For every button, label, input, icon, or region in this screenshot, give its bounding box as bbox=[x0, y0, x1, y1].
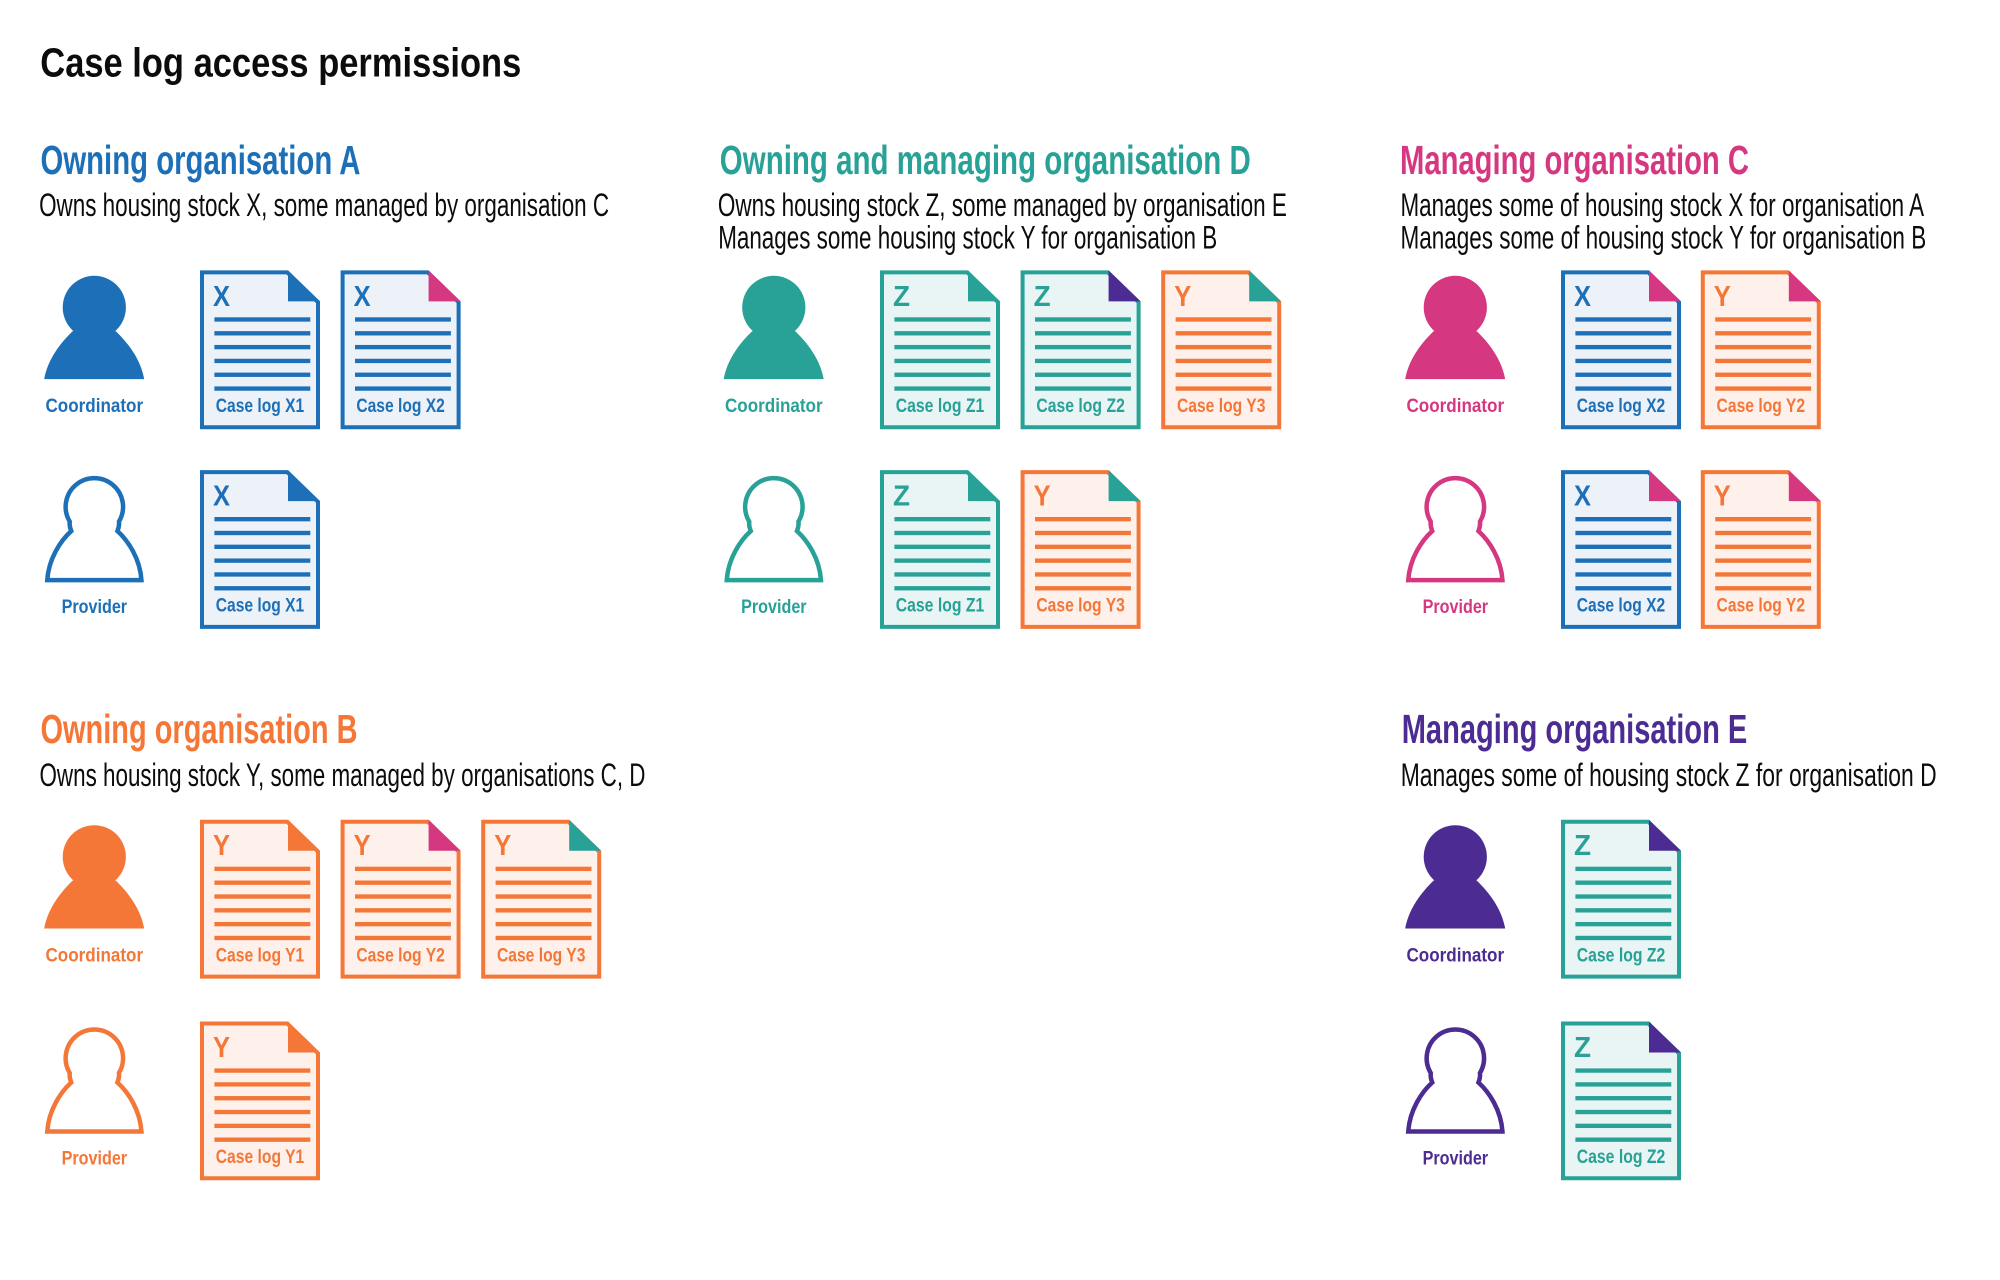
svg-text:Y: Y bbox=[1174, 281, 1191, 313]
svg-text:Case log X1: Case log X1 bbox=[216, 396, 305, 417]
svg-text:Case log X2: Case log X2 bbox=[1577, 396, 1666, 417]
svg-text:Provider: Provider bbox=[62, 1148, 128, 1169]
svg-text:Case log Z2: Case log Z2 bbox=[1577, 1147, 1666, 1168]
svg-text:Case log Y2: Case log Y2 bbox=[1717, 596, 1806, 617]
svg-text:Case log X2: Case log X2 bbox=[356, 396, 445, 417]
svg-text:Y: Y bbox=[354, 830, 371, 862]
svg-text:Case log Y1: Case log Y1 bbox=[216, 945, 305, 966]
svg-text:Case log Y3: Case log Y3 bbox=[497, 945, 586, 966]
svg-text:Case log Y1: Case log Y1 bbox=[216, 1147, 305, 1168]
svg-text:Owns housing stock X, some man: Owns housing stock X, some managed by or… bbox=[39, 187, 609, 223]
svg-text:Coordinator: Coordinator bbox=[46, 945, 144, 966]
svg-text:Coordinator: Coordinator bbox=[1407, 945, 1505, 966]
svg-text:Z: Z bbox=[893, 481, 910, 513]
svg-text:Provider: Provider bbox=[1423, 1148, 1489, 1169]
svg-text:Coordinator: Coordinator bbox=[46, 396, 144, 417]
svg-text:Coordinator: Coordinator bbox=[725, 396, 823, 417]
svg-text:Case log X1: Case log X1 bbox=[216, 596, 305, 617]
svg-text:Provider: Provider bbox=[741, 597, 807, 618]
svg-text:Z: Z bbox=[1574, 1032, 1591, 1064]
svg-text:Manages some of housing stock: Manages some of housing stock Y for orga… bbox=[1401, 219, 1927, 255]
svg-text:X: X bbox=[1574, 281, 1592, 313]
svg-text:Case log Z2: Case log Z2 bbox=[1036, 396, 1125, 417]
svg-text:Managing organisation E: Managing organisation E bbox=[1402, 706, 1748, 752]
svg-text:Z: Z bbox=[893, 281, 910, 313]
svg-text:Case log Z1: Case log Z1 bbox=[896, 596, 985, 617]
svg-text:Manages some housing stock Y f: Manages some housing stock Y for organis… bbox=[718, 219, 1217, 255]
svg-text:Case log Y2: Case log Y2 bbox=[356, 945, 445, 966]
svg-text:Case log Y3: Case log Y3 bbox=[1036, 596, 1125, 617]
svg-text:Provider: Provider bbox=[1423, 597, 1489, 618]
svg-text:X: X bbox=[354, 281, 372, 313]
svg-text:X: X bbox=[213, 281, 231, 313]
svg-text:Case log Z2: Case log Z2 bbox=[1577, 945, 1666, 966]
svg-text:Owning organisation A: Owning organisation A bbox=[41, 137, 361, 183]
svg-text:Y: Y bbox=[1714, 281, 1731, 313]
svg-text:Case log Y3: Case log Y3 bbox=[1177, 396, 1266, 417]
svg-text:Owns housing stock Y, some man: Owns housing stock Y, some managed by or… bbox=[40, 757, 646, 793]
svg-text:Provider: Provider bbox=[62, 597, 128, 618]
svg-text:Y: Y bbox=[1714, 481, 1731, 513]
svg-text:Managing organisation C: Managing organisation C bbox=[1400, 137, 1749, 183]
svg-text:X: X bbox=[1574, 481, 1592, 513]
svg-text:Owns housing stock Z, some man: Owns housing stock Z, some managed by or… bbox=[718, 187, 1287, 223]
svg-text:Case log Z1: Case log Z1 bbox=[896, 396, 985, 417]
svg-text:Z: Z bbox=[1034, 281, 1051, 313]
svg-text:Y: Y bbox=[213, 830, 230, 862]
svg-text:Owning organisation B: Owning organisation B bbox=[41, 706, 358, 752]
svg-text:Z: Z bbox=[1574, 830, 1591, 862]
svg-text:X: X bbox=[213, 481, 231, 513]
svg-text:Y: Y bbox=[494, 830, 511, 862]
svg-text:Manages some of housing stock: Manages some of housing stock X for orga… bbox=[1401, 187, 1925, 223]
svg-text:Y: Y bbox=[1034, 481, 1051, 513]
svg-text:Case log X2: Case log X2 bbox=[1577, 596, 1666, 617]
svg-text:Owning and managing organisati: Owning and managing organisation D bbox=[720, 137, 1251, 183]
svg-text:Y: Y bbox=[213, 1032, 230, 1064]
svg-text:Case log Y2: Case log Y2 bbox=[1717, 396, 1806, 417]
svg-text:Coordinator: Coordinator bbox=[1407, 396, 1505, 417]
svg-text:Case log access permissions: Case log access permissions bbox=[40, 40, 521, 86]
svg-text:Manages some of housing stock: Manages some of housing stock Z for orga… bbox=[1401, 757, 1937, 793]
